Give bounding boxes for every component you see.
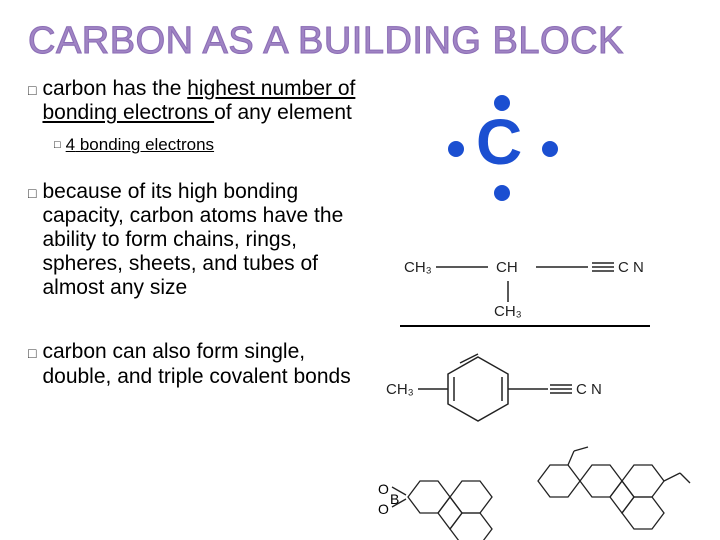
lewis-dot-icon bbox=[494, 185, 510, 201]
label-ch3: CH₃ bbox=[404, 259, 432, 276]
lewis-dot-icon bbox=[494, 95, 510, 111]
bullet-2-text: because of its high bonding capacity, ca… bbox=[42, 180, 368, 301]
bullet-1-sub: □ 4 bonding electrons bbox=[54, 135, 368, 155]
bullet-1: □ carbon has the highest number of bondi… bbox=[28, 77, 368, 125]
sub-rest: bonding electrons bbox=[75, 135, 214, 154]
bullet-1-tail: of any element bbox=[214, 101, 352, 124]
bullet-square-icon: □ bbox=[28, 185, 36, 301]
separator-line bbox=[400, 325, 650, 327]
carbon-symbol: C bbox=[476, 105, 522, 179]
polycyclic-figure: O O B bbox=[338, 437, 718, 540]
label-ch: CH bbox=[496, 259, 518, 276]
bullet-2: □ because of its high bonding capacity, … bbox=[28, 180, 368, 301]
bullet-1-lead: carbon bbox=[42, 77, 112, 100]
polycyclic-svg bbox=[338, 437, 720, 540]
bullet-1-sub-text: 4 bonding electrons bbox=[66, 135, 214, 155]
bullet-3: □ carbon can also form single, double, a… bbox=[28, 340, 368, 388]
label-cn-ring: C N bbox=[576, 381, 602, 398]
label-ch3-branch: CH₃ bbox=[494, 303, 522, 320]
lewis-dot-figure: C bbox=[408, 67, 588, 217]
structural-formula-figure: CH₃ CH C N CH₃ CH₃ C N bbox=[378, 247, 688, 427]
lewis-dot-icon bbox=[448, 141, 464, 157]
label-ch3-ring: CH₃ bbox=[386, 381, 414, 398]
sub-lead: 4 bbox=[66, 135, 75, 154]
lewis-dot-icon bbox=[542, 141, 558, 157]
bullet-2-lead: because bbox=[42, 180, 127, 203]
label-o1: O bbox=[378, 481, 389, 497]
label-b: B bbox=[390, 491, 399, 507]
bullet-square-icon: □ bbox=[28, 82, 36, 125]
slide-title: CARBON AS A BUILDING BLOCK bbox=[28, 20, 692, 63]
text-column: □ carbon has the highest number of bondi… bbox=[28, 77, 368, 517]
figure-column: C bbox=[368, 77, 692, 517]
content-row: □ carbon has the highest number of bondi… bbox=[28, 77, 692, 517]
label-o2: O bbox=[378, 501, 389, 517]
bullet-square-icon: □ bbox=[54, 139, 61, 155]
bullet-1-mid: has the bbox=[113, 77, 188, 100]
label-cn: C N bbox=[618, 259, 644, 276]
bullet-3-text: carbon can also form single, double, and… bbox=[42, 340, 368, 388]
slide: CARBON AS A BUILDING BLOCK □ carbon has … bbox=[0, 0, 720, 540]
bullet-1-text: carbon has the highest number of bonding… bbox=[42, 77, 368, 125]
bullet-3-lead: carbon bbox=[42, 340, 112, 363]
bullet-square-icon: □ bbox=[28, 345, 36, 388]
